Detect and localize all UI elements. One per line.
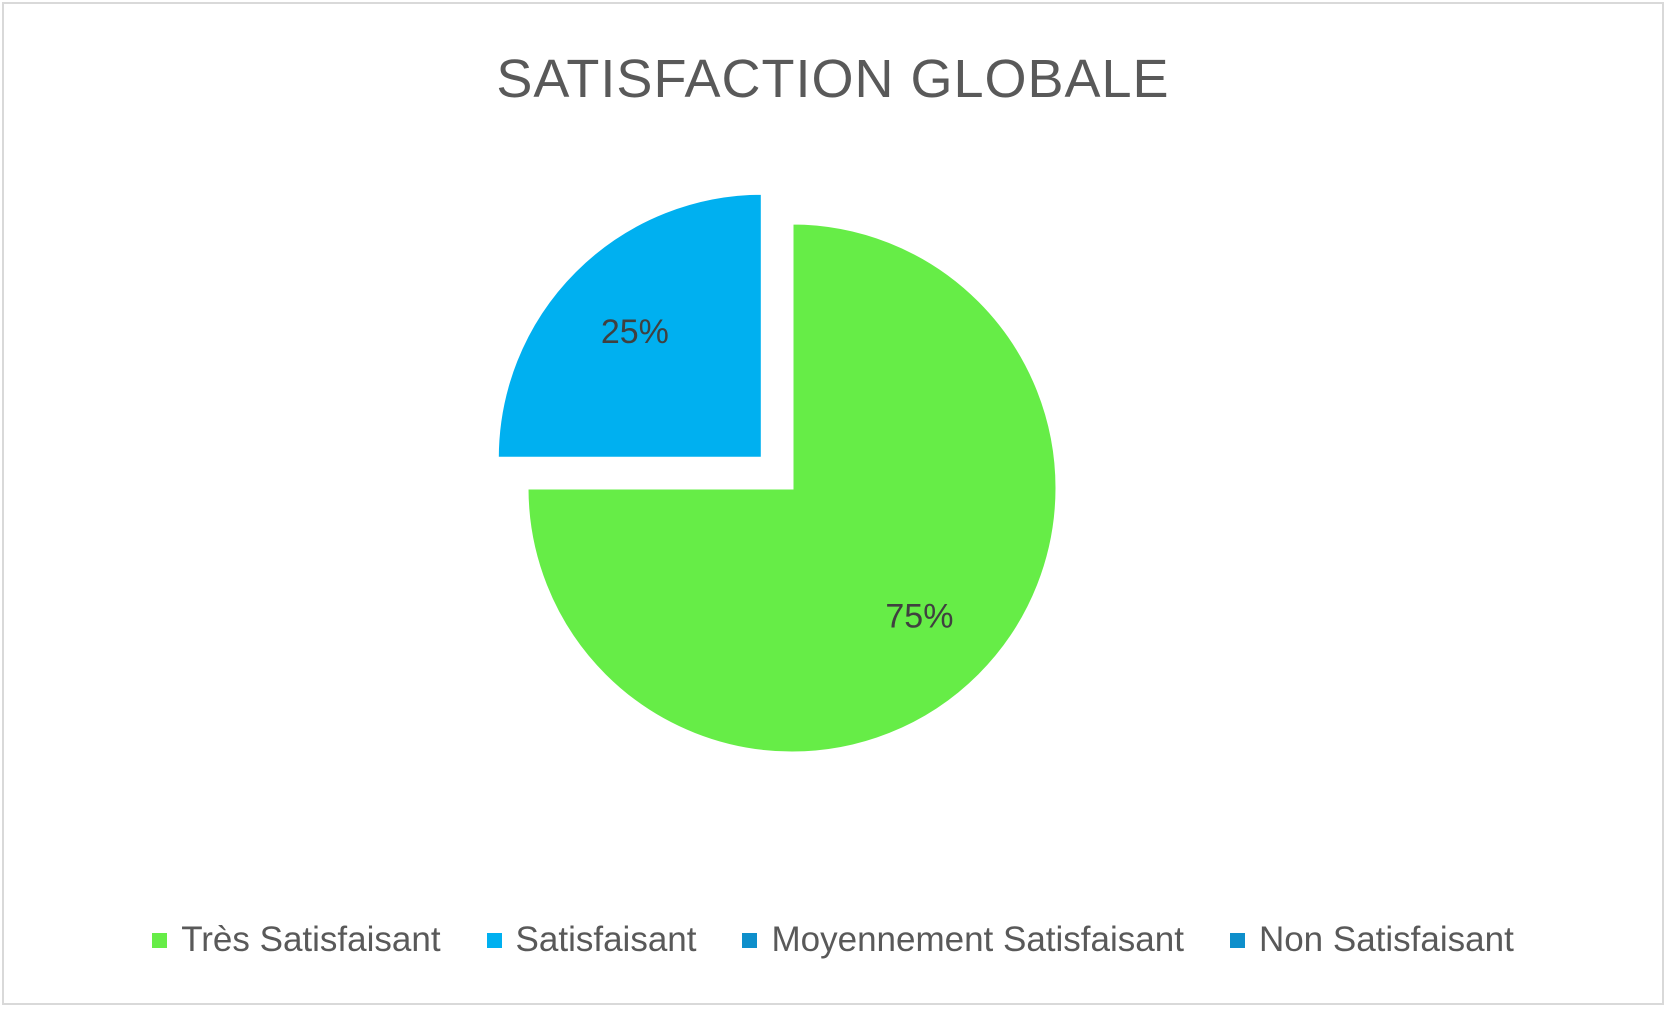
legend: Très Satisfaisant Satisfaisant Moyenneme… bbox=[4, 920, 1662, 960]
legend-item-satisfaisant: Satisfaisant bbox=[486, 920, 697, 960]
legend-label-moyennement-satisfaisant: Moyennement Satisfaisant bbox=[771, 920, 1184, 959]
legend-item-moyennement-satisfaisant: Moyennement Satisfaisant bbox=[742, 920, 1184, 960]
chart-title: SATISFACTION GLOBALE bbox=[496, 49, 1170, 109]
data-label-tres-satisfaisant: 75% bbox=[885, 597, 953, 635]
legend-label-satisfaisant: Satisfaisant bbox=[515, 920, 697, 959]
legend-label-non-satisfaisant: Non Satisfaisant bbox=[1258, 920, 1514, 959]
legend-label-tres-satisfaisant: Très Satisfaisant bbox=[181, 920, 441, 959]
data-label-satisfaisant: 25% bbox=[601, 313, 669, 351]
legend-swatch-moyennement-satisfaisant bbox=[742, 932, 758, 948]
pie-slice-satisfaisant bbox=[495, 191, 764, 460]
legend-swatch-satisfaisant bbox=[486, 932, 502, 948]
pie-chart: 75% 25% bbox=[495, 191, 1059, 755]
legend-item-tres-satisfaisant: Très Satisfaisant bbox=[152, 920, 441, 960]
legend-item-non-satisfaisant: Non Satisfaisant bbox=[1229, 920, 1514, 960]
legend-swatch-non-satisfaisant bbox=[1229, 932, 1245, 948]
pie-slice-tres-satisfaisant bbox=[525, 221, 1059, 755]
legend-swatch-tres-satisfaisant bbox=[152, 932, 168, 948]
